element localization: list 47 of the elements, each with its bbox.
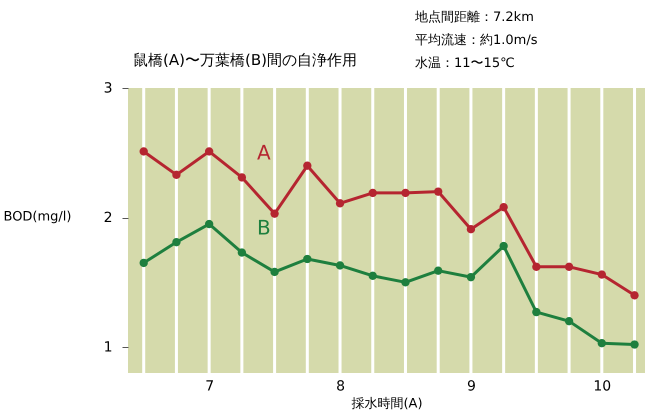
y-axis-title: BOD(mg/l) (4, 210, 72, 224)
point (434, 266, 442, 275)
point (564, 262, 574, 271)
point (434, 187, 442, 196)
point (172, 238, 181, 246)
point (401, 278, 410, 286)
x-tick-label: 7 (205, 378, 214, 394)
point (466, 272, 476, 282)
point (204, 147, 214, 156)
point (303, 162, 312, 170)
point (238, 173, 246, 182)
point (270, 268, 279, 276)
text: 地点間距離：7.2km (414, 10, 534, 25)
point (336, 199, 344, 208)
x-tick-label: 9 (466, 378, 476, 394)
point (204, 220, 214, 228)
point (368, 188, 377, 198)
text: 平均流速：約1.0m/s (415, 32, 538, 48)
x-tick-label: 8 (336, 378, 345, 394)
point (238, 248, 246, 257)
point (499, 242, 508, 250)
point (172, 170, 181, 179)
point (303, 254, 312, 264)
point (401, 188, 410, 198)
point (336, 261, 344, 270)
point (532, 308, 541, 316)
x-axis-title: 採水時間(A) (351, 396, 423, 412)
point (140, 147, 148, 156)
point (630, 340, 639, 349)
point (564, 317, 574, 326)
point (532, 262, 541, 271)
series-label: A (257, 140, 272, 164)
y-tick-label: 1 (104, 340, 112, 356)
point (270, 209, 279, 218)
point (466, 225, 476, 234)
point (368, 272, 377, 280)
x-tick-label: 10 (593, 378, 612, 394)
point (598, 270, 606, 279)
text: 水温：11〜15℃ (415, 56, 515, 71)
point (499, 203, 508, 212)
series-label: B (257, 216, 271, 240)
y-tick-label: 2 (104, 210, 112, 226)
y-tick-label: 3 (104, 80, 112, 96)
chart-title: 鼠橋(A)〜万葉橋(B)間の自浄作用 (133, 51, 357, 69)
point (598, 339, 606, 348)
point (630, 291, 639, 300)
point (140, 258, 148, 268)
